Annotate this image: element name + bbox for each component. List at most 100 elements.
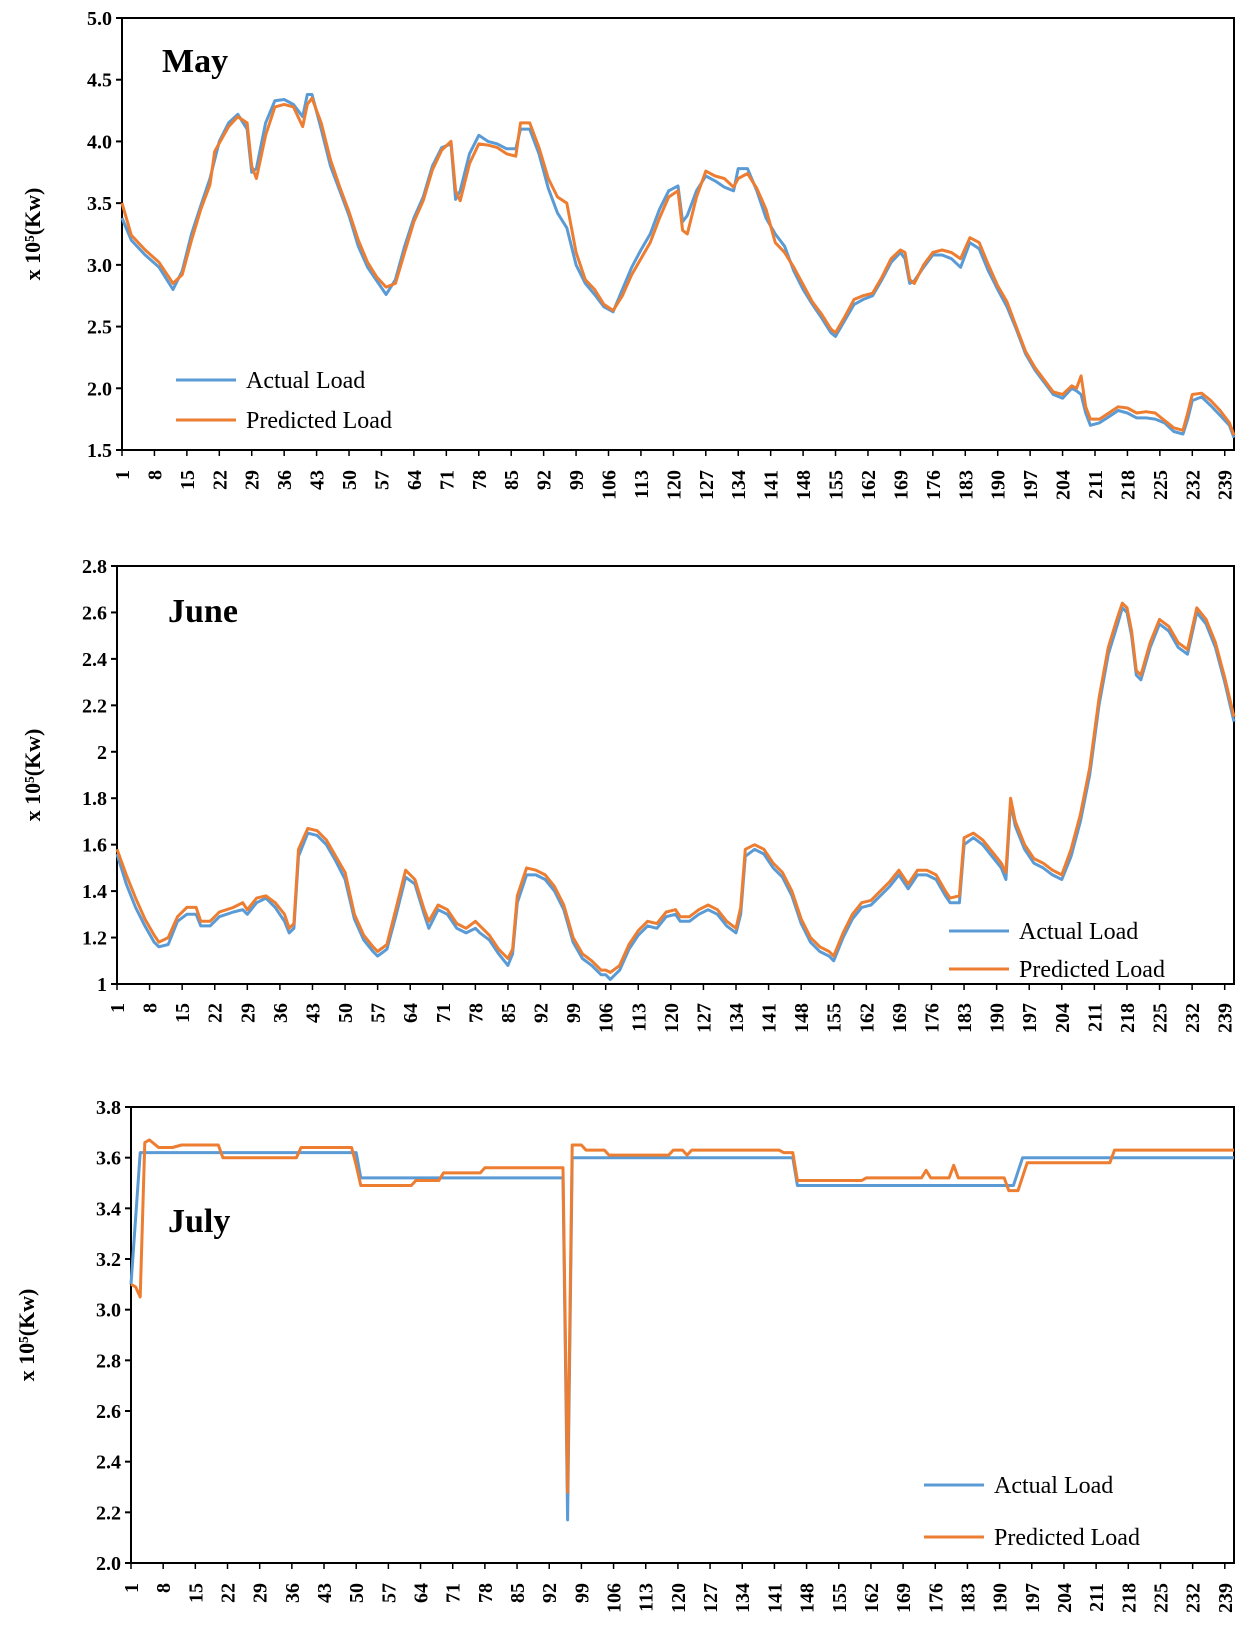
y-tick-label: 3.5: [87, 193, 112, 215]
x-tick-label: 155: [829, 1583, 851, 1613]
x-tick-label: 50: [335, 1003, 357, 1023]
x-tick-label: 232: [1182, 470, 1204, 500]
x-tick-label: 148: [797, 1583, 819, 1613]
series-line-predicted-load: [115, 601, 1236, 974]
chart-may: 5.0 4.5 4.0 3.5 3.0 2.5 2.0 1.51 8 15 22 29 36 43 50 57…: [20, 8, 1237, 500]
x-tick-label: 22: [205, 1003, 227, 1023]
y-tick-label: 2.0: [87, 378, 112, 400]
y-tick-label: 2.8: [82, 556, 107, 578]
x-tick-label: 15: [177, 470, 199, 490]
x-tick-label: 218: [1117, 1003, 1139, 1033]
legend: Actual Load Predicted Load: [949, 919, 1165, 983]
x-tick-label: 239: [1215, 1583, 1237, 1613]
y-tick-label: 2.4: [82, 649, 107, 671]
x-tick-label: 50: [346, 1583, 368, 1603]
x-tick-label: 204: [1052, 1003, 1074, 1033]
plot-frame: [130, 1106, 1235, 1564]
y-tick-label: 1.6: [82, 835, 107, 857]
x-tick-label: 15: [172, 1003, 194, 1023]
x-tick-label: 92: [534, 470, 556, 490]
plot-frame: [116, 565, 1235, 985]
x-tick-label: 183: [957, 1583, 979, 1613]
legend: Actual Load Predicted Load: [176, 368, 392, 434]
legend-label: Predicted Load: [246, 408, 392, 434]
x-tick-label: 162: [858, 470, 880, 500]
legend-label: Actual Load: [1019, 919, 1138, 945]
y-tick-label: 1: [97, 974, 107, 996]
x-tick-label: 99: [566, 470, 588, 490]
chart-july: 3.8 3.6 3.4 3.2 3.0 2.8 2.6 2.4 2.2 2.01 8 15 22 29 36…: [14, 1097, 1237, 1613]
x-tick-label: 50: [339, 470, 361, 490]
x-tick-label: 36: [282, 1583, 304, 1603]
x-tick-label: 78: [465, 1003, 487, 1023]
y-tick-label: 3.4: [96, 1198, 121, 1220]
y-tick-label: 2.0: [96, 1553, 121, 1575]
x-tick-label: 8: [140, 1003, 162, 1013]
y-tick-label: 3.2: [96, 1249, 121, 1271]
x-tick-label: 113: [636, 1583, 658, 1612]
x-tick-label: 85: [498, 1003, 520, 1023]
y-axis-label: x 10⁵(Kw): [20, 729, 45, 822]
x-tick-label: 176: [923, 470, 945, 500]
x-tick-label: 169: [890, 470, 912, 500]
y-tick-label: 1.2: [82, 928, 107, 950]
y-axis-label: x 10⁵(Kw): [20, 188, 45, 281]
series-line-predicted-load: [130, 1138, 1234, 1494]
x-tick-label: 134: [726, 1003, 748, 1033]
x-tick-label: 225: [1150, 470, 1172, 500]
x-tick-label: 71: [436, 470, 458, 490]
chart-title: May: [162, 43, 228, 80]
x-tick-label: 120: [663, 470, 685, 500]
x-tick-label: 22: [218, 1583, 240, 1603]
x-tick-label: 127: [700, 1583, 722, 1613]
x-tick-label: 43: [307, 470, 329, 490]
x-tick-label: 239: [1215, 470, 1237, 500]
x-tick-label: 71: [443, 1583, 465, 1603]
x-tick-label: 197: [1019, 1003, 1041, 1033]
x-tick-label: 64: [404, 470, 426, 490]
x-tick-label: 232: [1182, 1003, 1204, 1033]
x-tick-label: 169: [889, 1003, 911, 1033]
x-tick-label: 190: [990, 1583, 1012, 1613]
x-tick-label: 99: [563, 1003, 585, 1023]
x-tick-label: 218: [1118, 1583, 1140, 1613]
legend-label: Actual Load: [994, 1473, 1113, 1499]
x-tick-label: 225: [1150, 1003, 1172, 1033]
x-tick-label: 106: [604, 1583, 626, 1613]
x-tick-label: 204: [1053, 470, 1075, 500]
x-tick-label: 71: [433, 1003, 455, 1023]
y-tick-label: 1.8: [82, 788, 107, 810]
y-tick-label: 2.6: [82, 602, 107, 624]
legend-label: Predicted Load: [1019, 957, 1165, 983]
x-tick-label: 8: [153, 1583, 175, 1593]
x-tick-label: 106: [599, 470, 621, 500]
x-tick-label: 92: [539, 1583, 561, 1603]
x-tick-label: 36: [274, 470, 296, 490]
legend-label: Predicted Load: [994, 1525, 1140, 1551]
x-tick-label: 29: [237, 1003, 259, 1023]
x-tick-label: 92: [531, 1003, 553, 1023]
legend-label: Actual Load: [246, 368, 365, 394]
x-tick-label: 155: [826, 470, 848, 500]
x-tick-label: 148: [793, 470, 815, 500]
y-tick-label: 3.6: [96, 1148, 121, 1170]
x-tick-label: 190: [988, 470, 1010, 500]
x-tick-label: 99: [571, 1583, 593, 1603]
x-tick-label: 85: [507, 1583, 529, 1603]
legend: Actual Load Predicted Load: [924, 1473, 1140, 1551]
x-tick-label: 239: [1215, 1003, 1237, 1033]
x-tick-label: 176: [921, 1003, 943, 1033]
x-tick-label: 141: [759, 1003, 781, 1033]
x-tick-label: 120: [661, 1003, 683, 1033]
x-tick-label: 43: [314, 1583, 336, 1603]
x-tick-label: 78: [475, 1583, 497, 1603]
y-tick-label: 4.0: [87, 131, 112, 153]
x-tick-label: 232: [1183, 1583, 1205, 1613]
x-tick-label: 183: [955, 470, 977, 500]
x-tick-label: 36: [270, 1003, 292, 1023]
series-line-predicted-load: [120, 96, 1236, 436]
chart-title: June: [168, 593, 238, 630]
x-tick-label: 120: [668, 1583, 690, 1613]
x-tick-label: 190: [987, 1003, 1009, 1033]
